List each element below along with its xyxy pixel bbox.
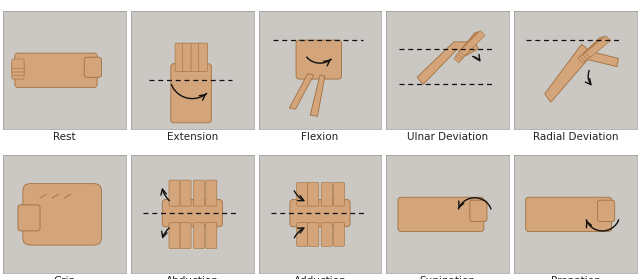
Polygon shape xyxy=(454,32,479,63)
Polygon shape xyxy=(456,32,481,61)
Polygon shape xyxy=(460,31,485,56)
FancyBboxPatch shape xyxy=(206,223,217,249)
Polygon shape xyxy=(458,31,483,58)
FancyBboxPatch shape xyxy=(290,199,350,227)
FancyBboxPatch shape xyxy=(12,70,24,79)
FancyBboxPatch shape xyxy=(297,223,308,246)
FancyBboxPatch shape xyxy=(12,66,24,76)
FancyBboxPatch shape xyxy=(193,180,205,206)
Polygon shape xyxy=(417,42,478,85)
FancyBboxPatch shape xyxy=(169,180,180,206)
FancyBboxPatch shape xyxy=(175,43,184,71)
FancyBboxPatch shape xyxy=(321,182,332,206)
X-axis label: Adduction: Adduction xyxy=(294,276,346,279)
FancyBboxPatch shape xyxy=(398,197,484,232)
X-axis label: Abduction: Abduction xyxy=(166,276,219,279)
X-axis label: Radial Deviation: Radial Deviation xyxy=(532,132,618,142)
FancyBboxPatch shape xyxy=(308,223,319,246)
X-axis label: Ulnar Deviation: Ulnar Deviation xyxy=(407,132,488,142)
X-axis label: Grip: Grip xyxy=(54,276,76,279)
Polygon shape xyxy=(289,74,314,109)
FancyBboxPatch shape xyxy=(470,200,487,222)
Polygon shape xyxy=(580,37,607,61)
FancyBboxPatch shape xyxy=(198,43,207,71)
X-axis label: Extension: Extension xyxy=(166,132,218,142)
FancyBboxPatch shape xyxy=(169,223,180,249)
FancyBboxPatch shape xyxy=(321,223,332,246)
FancyBboxPatch shape xyxy=(18,205,40,231)
FancyBboxPatch shape xyxy=(296,40,342,79)
FancyBboxPatch shape xyxy=(12,62,24,72)
X-axis label: Supination: Supination xyxy=(420,276,476,279)
FancyBboxPatch shape xyxy=(333,223,344,246)
FancyBboxPatch shape xyxy=(15,53,97,87)
Polygon shape xyxy=(545,44,618,102)
X-axis label: Flexion: Flexion xyxy=(301,132,339,142)
FancyBboxPatch shape xyxy=(525,197,612,232)
FancyBboxPatch shape xyxy=(191,43,200,71)
Polygon shape xyxy=(578,37,605,63)
FancyBboxPatch shape xyxy=(162,199,222,227)
FancyBboxPatch shape xyxy=(180,223,191,249)
FancyBboxPatch shape xyxy=(84,57,101,77)
FancyBboxPatch shape xyxy=(308,182,319,206)
FancyBboxPatch shape xyxy=(182,43,192,71)
Polygon shape xyxy=(583,36,609,59)
X-axis label: Pronation: Pronation xyxy=(550,276,600,279)
FancyBboxPatch shape xyxy=(297,182,308,206)
FancyBboxPatch shape xyxy=(180,180,191,206)
FancyBboxPatch shape xyxy=(333,182,344,206)
FancyBboxPatch shape xyxy=(598,200,614,222)
FancyBboxPatch shape xyxy=(171,64,211,123)
FancyBboxPatch shape xyxy=(206,180,217,206)
Polygon shape xyxy=(585,36,611,57)
FancyBboxPatch shape xyxy=(12,59,24,68)
FancyBboxPatch shape xyxy=(193,223,205,249)
Polygon shape xyxy=(310,75,325,116)
X-axis label: Rest: Rest xyxy=(53,132,76,142)
FancyBboxPatch shape xyxy=(23,184,101,245)
